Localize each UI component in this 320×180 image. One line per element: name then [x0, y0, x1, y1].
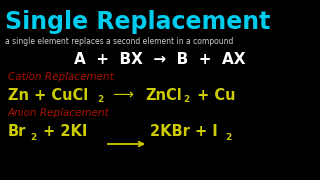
Text: + 2KI: + 2KI: [38, 125, 87, 140]
Text: 2: 2: [225, 132, 231, 141]
Text: a single element replaces a second element in a compound: a single element replaces a second eleme…: [5, 37, 233, 46]
Text: Anion Replacement: Anion Replacement: [8, 108, 110, 118]
Text: 2: 2: [183, 96, 189, 105]
Text: Zn + CuCl: Zn + CuCl: [8, 87, 88, 102]
Text: ⟶: ⟶: [112, 87, 133, 102]
Text: 2: 2: [30, 132, 36, 141]
Text: ZnCl: ZnCl: [145, 87, 182, 102]
Text: A  +  BX  →  B  +  AX: A + BX → B + AX: [74, 53, 246, 68]
Text: 2: 2: [97, 96, 103, 105]
Text: 2KBr + I: 2KBr + I: [150, 125, 218, 140]
Text: Single Replacement: Single Replacement: [5, 10, 270, 34]
Text: Br: Br: [8, 125, 26, 140]
Text: + Cu: + Cu: [192, 87, 236, 102]
Text: Cation Replacement: Cation Replacement: [8, 72, 114, 82]
